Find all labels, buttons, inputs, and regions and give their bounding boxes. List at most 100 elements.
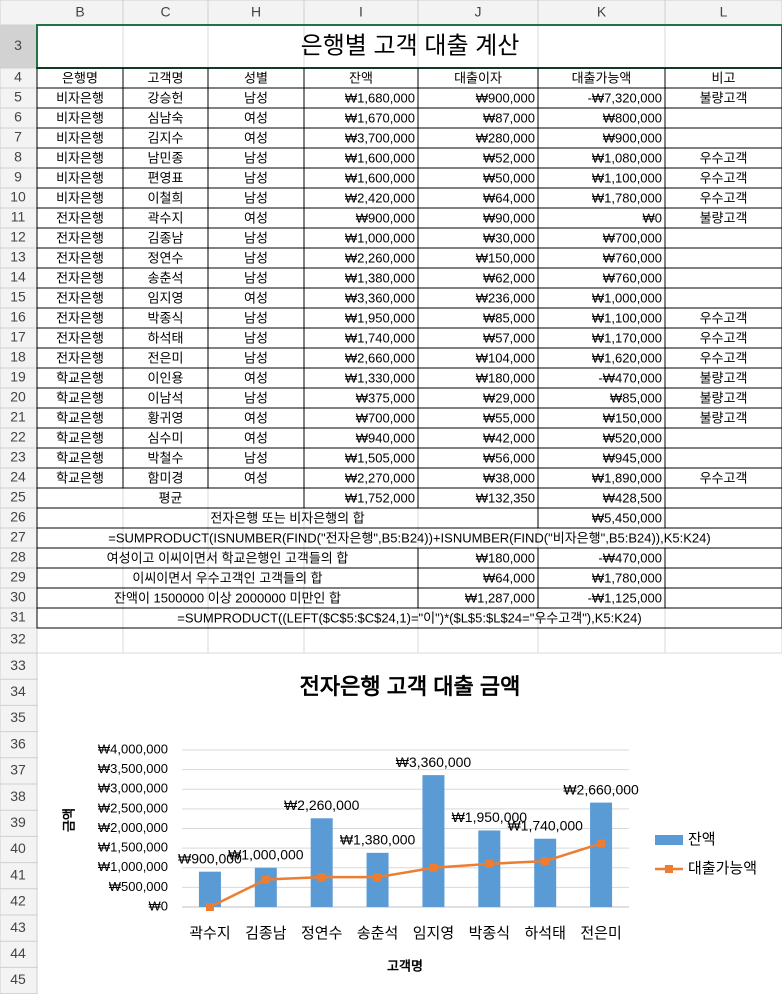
- cell-text: 곽수지: [148, 210, 184, 225]
- cell-text: ₩1,740,000: [345, 330, 415, 345]
- cell-text: ₩428,500: [603, 490, 662, 505]
- row-header-active: [0, 25, 37, 68]
- cell-text: 우수고객: [700, 150, 748, 165]
- row-header: 26: [10, 509, 26, 525]
- row-header: 6: [14, 109, 22, 125]
- cell-border: [664, 447, 782, 469]
- cell-text: ₩30,000: [483, 230, 535, 245]
- cell-text: 함미경: [148, 470, 184, 485]
- cell-text: 전자은행: [56, 290, 104, 305]
- cell-text: 학교은행: [56, 390, 104, 405]
- cell-text: 남성: [244, 350, 268, 365]
- cell-text: ₩1,600,000: [345, 150, 415, 165]
- cell-text: ₩57,000: [483, 330, 535, 345]
- cell-text: 비고: [712, 70, 736, 85]
- cell-text: 송춘석: [148, 270, 184, 285]
- bar: [590, 802, 613, 907]
- column-header: I: [359, 4, 363, 20]
- cell-text: 편영표: [148, 170, 184, 185]
- cell-text: 우수고객: [700, 330, 748, 345]
- cell-text: =SUMPRODUCT((LEFT($C$5:$C$24,1)="이")*($L…: [177, 610, 641, 625]
- cell-text: 불량고객: [700, 390, 748, 405]
- data-label: ₩3,360,000: [396, 754, 472, 770]
- cell-text: 심수미: [148, 430, 184, 445]
- cell-text: 비자은행: [56, 190, 104, 205]
- cell-border: [664, 227, 782, 249]
- cell-text: ₩56,000: [483, 450, 535, 465]
- line: [209, 842, 602, 909]
- cell-text: 전자은행: [56, 230, 104, 245]
- cell-text: ₩52,000: [483, 150, 535, 165]
- row-header: 12: [10, 229, 26, 245]
- cell-text: -₩470,000: [598, 550, 662, 565]
- cell-text: ₩62,000: [483, 270, 535, 285]
- cell-text: ₩2,420,000: [345, 190, 415, 205]
- cell-text: 불량고객: [700, 210, 748, 225]
- cell-text: 남성: [244, 450, 268, 465]
- row-header: 27: [10, 529, 26, 545]
- cell-text: ₩900,000: [476, 90, 535, 105]
- row-header: 33: [10, 657, 26, 673]
- row-header: 15: [10, 289, 26, 305]
- row-header: 11: [11, 209, 26, 225]
- cell-text: 심남숙: [148, 110, 184, 125]
- cell-text: 황귀영: [148, 410, 184, 425]
- cell-text: 학교은행: [56, 450, 104, 465]
- cell-text: ₩800,000: [603, 110, 662, 125]
- cell-text: ₩29,000: [483, 390, 535, 405]
- bar: [422, 775, 445, 907]
- cell-text: ₩3,700,000: [345, 130, 415, 145]
- cell-text: 남성: [244, 270, 268, 285]
- line-marker: [597, 839, 606, 848]
- y-axis-label: 금액: [61, 808, 76, 832]
- cell-text: ₩236,000: [476, 290, 535, 305]
- cell-text: ₩150,000: [603, 410, 662, 425]
- cell-text: 잔액이 1500000 이상 2000000 미만인 합: [114, 590, 341, 605]
- row-header: 21: [10, 409, 26, 425]
- cell-text: 학교은행: [56, 430, 104, 445]
- row-header: 7: [14, 129, 22, 145]
- cell-text: 전자은행: [56, 250, 104, 265]
- cell-text: ₩180,000: [476, 550, 535, 565]
- cell-text: ₩1,620,000: [592, 350, 662, 365]
- cell-border: [36, 607, 782, 629]
- y-tick-label: ₩0: [149, 898, 169, 913]
- data-label: ₩1,000,000: [228, 846, 304, 862]
- cell-text: ₩180,000: [476, 370, 535, 385]
- cell-text: 여성: [244, 130, 268, 145]
- cell-text: ₩1,330,000: [345, 370, 415, 385]
- cell-text: 우수고객: [700, 310, 748, 325]
- cell-text: ₩38,000: [483, 470, 535, 485]
- cell-text: ₩700,000: [603, 230, 662, 245]
- cell-text: 남성: [244, 150, 268, 165]
- cell-text: 강승헌: [148, 90, 184, 105]
- cell-text: -₩1,125,000: [588, 590, 662, 605]
- row-header: 22: [10, 429, 26, 445]
- line-marker: [205, 903, 214, 911]
- cell-text: 여성: [244, 210, 268, 225]
- cell-text: ₩1,600,000: [345, 170, 415, 185]
- cell-text: ₩1,680,000: [345, 90, 415, 105]
- cell-text: 전은미: [148, 350, 184, 365]
- row-header: 36: [10, 735, 26, 751]
- cell-text: 남성: [244, 250, 268, 265]
- cell-text: 박종식: [148, 310, 184, 325]
- cell-text: ₩64,000: [483, 190, 535, 205]
- cell-border: [664, 487, 782, 509]
- cell-text: 이남석: [148, 390, 184, 405]
- cell-text: ₩1,950,000: [345, 310, 415, 325]
- cell-text: ₩85,000: [483, 310, 535, 325]
- cell-text: -₩7,320,000: [588, 90, 662, 105]
- cell-text: 여성이고 이씨이면서 학교은행인 고객들의 합: [107, 550, 349, 565]
- cell-text: 우수고객: [700, 470, 748, 485]
- column-header: C: [160, 4, 170, 20]
- cell-text: 전자은행 또는 비자은행의 합: [210, 510, 364, 525]
- cell-text: 남성: [244, 90, 268, 105]
- cell-text: ₩1,080,000: [592, 150, 662, 165]
- cell-text: ₩42,000: [483, 430, 535, 445]
- cell-text: ₩132,350: [476, 490, 535, 505]
- cell-text: ₩280,000: [476, 130, 535, 145]
- y-tick-label: ₩2,000,000: [98, 820, 168, 835]
- row-header: 4: [14, 69, 22, 85]
- row-header: 10: [10, 189, 26, 205]
